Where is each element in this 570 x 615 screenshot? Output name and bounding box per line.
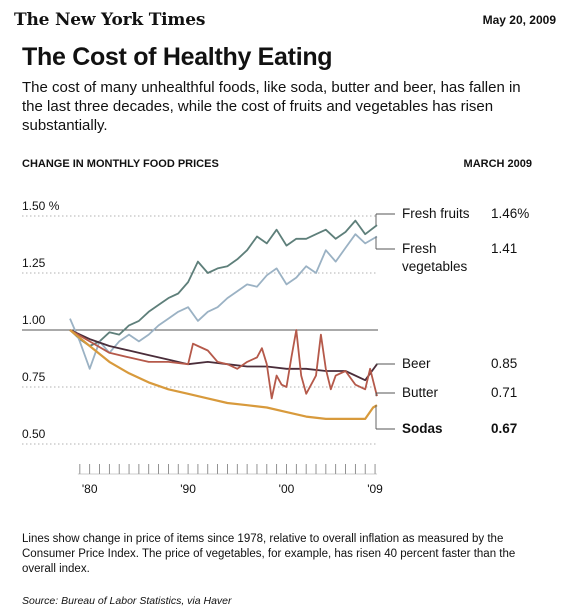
- series-value-label: 1.46%: [491, 206, 529, 221]
- chart-label: CHANGE IN MONTHLY FOOD PRICES: [22, 158, 219, 170]
- y-tick-label: 1.50 %: [22, 199, 60, 213]
- page-title: The Cost of Healthy Eating: [22, 43, 333, 71]
- x-tick-label: '00: [279, 482, 295, 496]
- series-label: Fresh fruits: [402, 206, 470, 221]
- series-line-butter: [69, 329, 378, 400]
- series-line-sodas: [69, 329, 378, 420]
- series-label: Butter: [402, 385, 439, 400]
- series-value-label: 0.85: [491, 356, 517, 371]
- series-label: Beer: [402, 356, 431, 371]
- source-line: Source: Bureau of Labor Statistics, via …: [22, 595, 232, 607]
- publication-date: May 20, 2009: [482, 13, 556, 27]
- chart-date-label: MARCH 2009: [463, 158, 532, 170]
- series-label: vegetables: [402, 259, 468, 274]
- y-tick-label: 1.00: [22, 313, 46, 327]
- intro-text: The cost of many unhealthful foods, like…: [22, 79, 521, 134]
- series-value-label: 0.71: [491, 385, 517, 400]
- series-value-label: 0.67: [491, 421, 517, 436]
- x-tick-label: '90: [180, 482, 196, 496]
- series-value-label: 1.41: [491, 241, 517, 256]
- masthead-logo: The New York Times: [14, 10, 206, 30]
- y-tick-label: 0.75: [22, 370, 46, 384]
- series-line-fresh-vegetables: [69, 233, 378, 370]
- series-label: Sodas: [402, 421, 443, 436]
- y-tick-label: 1.25: [22, 256, 46, 270]
- series-label: Fresh: [402, 241, 437, 256]
- series-line-fresh-fruits: [69, 219, 378, 347]
- y-tick-label: 0.50: [22, 427, 46, 441]
- line-chart: 1.50 % 1.25 1.00 0.75 0.50 '80 '90 '00 '09 Fresh …: [22, 199, 529, 496]
- chart-note: Lines show change in price of items sinc…: [22, 533, 516, 575]
- x-tick-label: '09: [367, 482, 383, 496]
- x-tick-label: '80: [82, 482, 98, 496]
